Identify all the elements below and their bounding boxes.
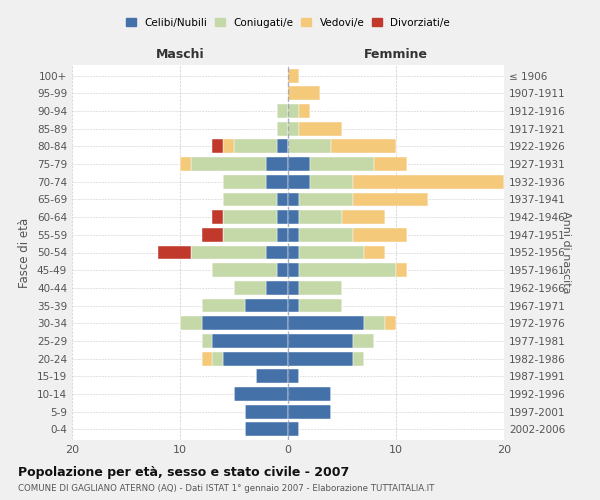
Bar — [223, 228, 277, 241]
Bar — [223, 140, 234, 153]
Bar — [299, 122, 342, 136]
Bar — [212, 264, 277, 277]
Bar — [223, 352, 288, 366]
Bar — [299, 192, 353, 206]
Bar — [310, 175, 353, 188]
Text: Maschi: Maschi — [155, 48, 205, 62]
Bar — [212, 210, 223, 224]
Bar — [288, 68, 299, 82]
Bar — [202, 352, 212, 366]
Bar — [245, 422, 288, 436]
Bar — [288, 264, 299, 277]
Bar — [288, 334, 353, 348]
Bar — [374, 157, 407, 171]
Bar — [288, 140, 331, 153]
Bar — [288, 405, 331, 418]
Bar — [353, 334, 374, 348]
Bar — [234, 387, 288, 401]
Bar — [202, 334, 212, 348]
Bar — [288, 210, 299, 224]
Bar — [191, 246, 266, 260]
Bar — [191, 157, 266, 171]
Bar — [288, 122, 299, 136]
Bar — [299, 298, 342, 312]
Bar — [277, 140, 288, 153]
Bar — [288, 192, 299, 206]
Bar — [223, 192, 277, 206]
Bar — [245, 405, 288, 418]
Bar — [288, 175, 310, 188]
Bar — [299, 228, 353, 241]
Bar — [266, 246, 288, 260]
Bar — [353, 228, 407, 241]
Bar — [277, 228, 288, 241]
Bar — [277, 210, 288, 224]
Bar — [288, 422, 299, 436]
Bar — [288, 104, 299, 118]
Bar — [234, 281, 266, 295]
Bar — [256, 370, 288, 383]
Bar — [266, 175, 288, 188]
Bar — [299, 246, 364, 260]
Bar — [288, 387, 331, 401]
Bar — [299, 104, 310, 118]
Y-axis label: Anni di nascita: Anni di nascita — [561, 211, 571, 294]
Y-axis label: Fasce di età: Fasce di età — [19, 218, 31, 288]
Bar — [245, 298, 288, 312]
Bar — [212, 140, 223, 153]
Bar — [158, 246, 191, 260]
Bar — [288, 157, 310, 171]
Bar — [277, 264, 288, 277]
Text: COMUNE DI GAGLIANO ATERNO (AQ) - Dati ISTAT 1° gennaio 2007 - Elaborazione TUTTA: COMUNE DI GAGLIANO ATERNO (AQ) - Dati IS… — [18, 484, 434, 493]
Bar — [288, 246, 299, 260]
Bar — [396, 264, 407, 277]
Bar — [180, 316, 202, 330]
Bar — [180, 157, 191, 171]
Bar — [223, 175, 266, 188]
Bar — [288, 281, 299, 295]
Bar — [212, 352, 223, 366]
Text: Popolazione per età, sesso e stato civile - 2007: Popolazione per età, sesso e stato civil… — [18, 466, 349, 479]
Bar — [299, 281, 342, 295]
Bar — [288, 86, 320, 100]
Bar — [353, 352, 364, 366]
Bar — [202, 316, 288, 330]
Bar — [299, 264, 396, 277]
Bar — [234, 140, 277, 153]
Bar — [277, 104, 288, 118]
Bar — [353, 175, 504, 188]
Bar — [288, 352, 353, 366]
Bar — [223, 210, 277, 224]
Bar — [385, 316, 396, 330]
Legend: Celibi/Nubili, Coniugati/e, Vedovi/e, Divorziati/e: Celibi/Nubili, Coniugati/e, Vedovi/e, Di… — [126, 18, 450, 28]
Bar — [288, 298, 299, 312]
Bar — [266, 281, 288, 295]
Bar — [288, 370, 299, 383]
Bar — [353, 192, 428, 206]
Bar — [364, 316, 385, 330]
Bar — [202, 228, 223, 241]
Bar — [202, 298, 245, 312]
Bar — [342, 210, 385, 224]
Bar — [277, 192, 288, 206]
Bar — [331, 140, 396, 153]
Bar — [310, 157, 374, 171]
Bar — [277, 122, 288, 136]
Bar — [288, 228, 299, 241]
Bar — [364, 246, 385, 260]
Bar — [288, 316, 364, 330]
Bar — [212, 334, 288, 348]
Bar — [266, 157, 288, 171]
Text: Femmine: Femmine — [364, 48, 428, 62]
Bar — [299, 210, 342, 224]
